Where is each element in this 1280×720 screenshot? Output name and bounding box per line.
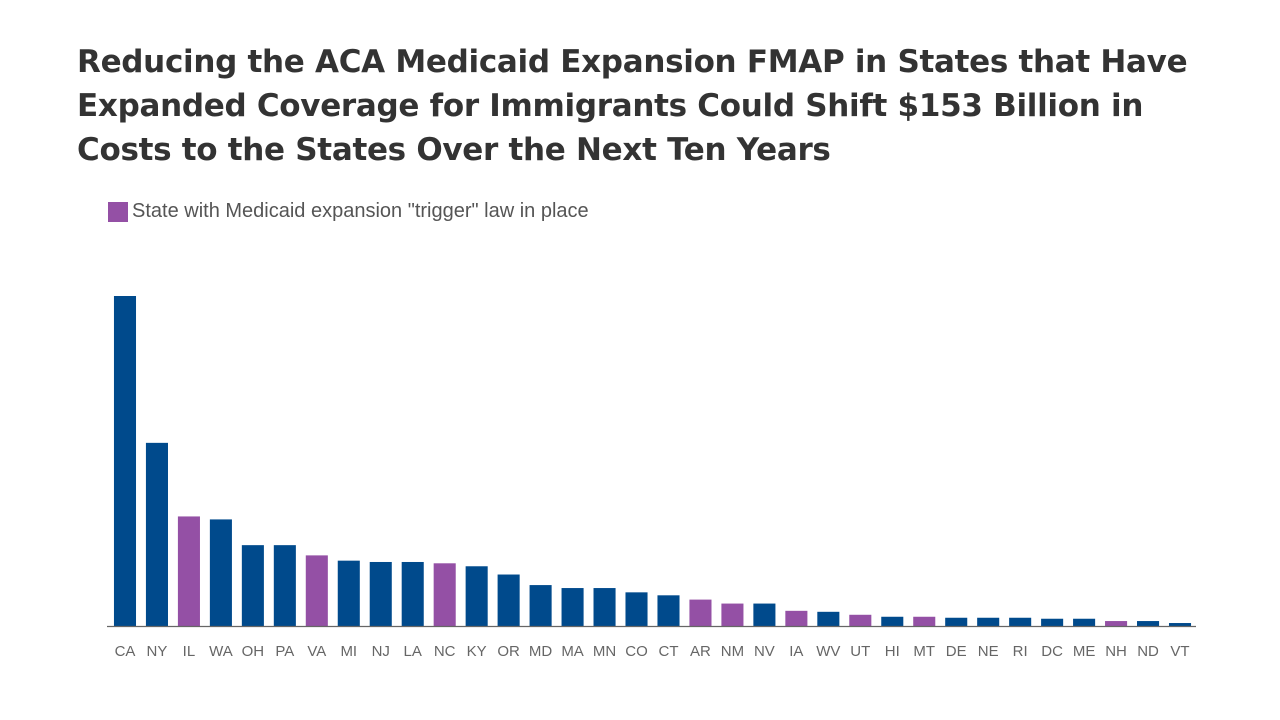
bar-pa [273, 545, 296, 626]
bar-nm [721, 603, 744, 626]
bar-wa [209, 519, 232, 626]
x-tick-labels: CA NY IL WA OH PA VA MI NJ LA NC KY OR MD MA MN CO CT AR NM… [115, 643, 1190, 660]
bar-ma [561, 588, 584, 626]
x-tick-label-dc: DC [1041, 643, 1063, 660]
bar-nh [1105, 621, 1128, 626]
bar-ca [113, 296, 137, 626]
x-tick-label-nv: NV [754, 643, 775, 660]
bar-mn [593, 588, 616, 626]
x-tick-label-mn: MN [593, 643, 616, 660]
x-tick-label-il: IL [183, 643, 196, 660]
x-tick-label-ny: NY [147, 643, 168, 660]
x-tick-label-ut: UT [850, 643, 870, 660]
x-tick-label-mt: MT [913, 643, 935, 660]
chart-title: Reducing the ACA Medicaid Expansion FMAP… [77, 44, 1188, 168]
bar-de [945, 617, 968, 626]
x-tick-label-ky: KY [467, 643, 487, 660]
bar-ct [657, 595, 680, 626]
x-tick-label-co: CO [625, 643, 648, 660]
x-tick-label-nm: NM [721, 643, 744, 660]
bar-co [625, 592, 648, 626]
bar-il [177, 516, 200, 626]
x-tick-label-ma: MA [561, 643, 584, 660]
x-tick-label-ia: IA [789, 643, 803, 660]
x-tick-label-me: ME [1073, 643, 1096, 660]
bar-or [497, 574, 520, 626]
x-tick-label-ar: AR [690, 643, 711, 660]
x-tick-label-wv: WV [816, 643, 840, 660]
bar-ut [849, 614, 872, 626]
bar-vt [1168, 623, 1192, 626]
bar-hi [881, 616, 904, 626]
bar-va [305, 555, 328, 626]
x-tick-label-wa: WA [209, 643, 233, 660]
legend-swatch-trigger [108, 201, 128, 222]
x-tick-label-ri: RI [1013, 643, 1028, 660]
x-tick-label-or: OR [497, 643, 520, 660]
x-tick-label-de: DE [946, 643, 967, 660]
bar-nc [433, 563, 456, 626]
x-tick-label-nd: ND [1137, 643, 1159, 660]
bar-md [529, 585, 552, 626]
bar-me [1073, 618, 1096, 626]
x-tick-label-hi: HI [885, 643, 900, 660]
bar-dc [1041, 618, 1064, 626]
x-tick-label-vt: VT [1170, 643, 1189, 660]
x-tick-label-ca: CA [115, 643, 136, 660]
bar-nv [753, 603, 776, 626]
x-tick-label-va: VA [307, 643, 326, 660]
bar-nj [369, 561, 392, 626]
x-tick-label-mi: MI [340, 643, 357, 660]
x-tick-label-pa: PA [275, 643, 294, 660]
bar-ar [689, 599, 712, 626]
bar-wv [817, 611, 840, 626]
x-tick-label-oh: OH [242, 643, 265, 660]
x-tick-label-nc: NC [434, 643, 456, 660]
bar-oh [241, 545, 264, 626]
x-tick-label-ne: NE [978, 643, 999, 660]
x-tick-label-la: LA [404, 643, 422, 660]
bar-ia [785, 610, 808, 626]
x-tick-label-md: MD [529, 643, 552, 660]
legend: State with Medicaid expansion "trigger" … [108, 200, 589, 223]
bar-ne [977, 617, 1000, 626]
bars-group [113, 296, 1192, 626]
x-tick-label-ct: CT [658, 643, 678, 660]
bar-ky [465, 566, 488, 626]
bar-ri [1009, 617, 1032, 626]
bar-la [401, 561, 424, 626]
x-tick-label-nj: NJ [372, 643, 390, 660]
legend-label-trigger: State with Medicaid expansion "trigger" … [132, 200, 589, 222]
bar-mt [913, 616, 936, 626]
bar-nd [1137, 621, 1160, 626]
bar-mi [337, 560, 360, 626]
x-tick-label-nh: NH [1105, 643, 1127, 660]
bar-ny [145, 442, 168, 626]
